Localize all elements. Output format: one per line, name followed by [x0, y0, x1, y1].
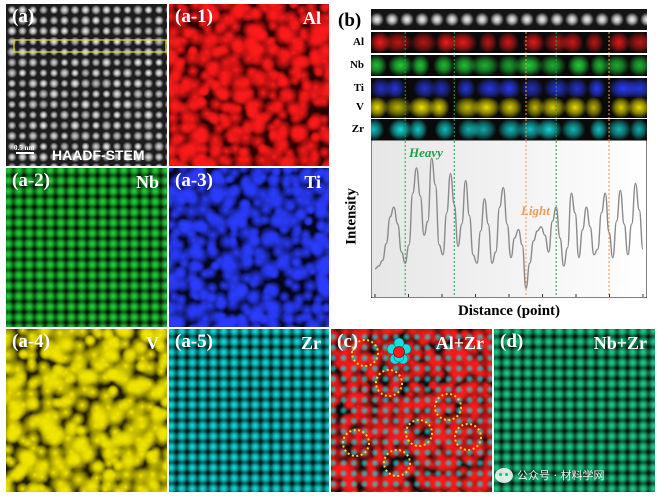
element-label-al: Al [303, 8, 321, 28]
scale-bar-label: 0.5 nm [14, 144, 35, 152]
watermark-text: 公众号 · 材料学网 [517, 469, 605, 482]
element-label-nb-zr: Nb+Zr [593, 333, 647, 353]
highlight-circle [405, 419, 433, 447]
panel-haadf-stem: (a) 0.5 nm HAADF-STEM [6, 4, 167, 166]
panel-label-a5: (a-5) [175, 331, 213, 352]
highlight-circle [454, 423, 482, 451]
strip-nb [371, 55, 647, 76]
row-label-al: Al [353, 36, 364, 48]
panel-label-a1: (a-1) [175, 6, 213, 27]
panel-label-b: (b) [338, 10, 362, 31]
strip-ti [371, 78, 647, 99]
highlight-circle [383, 449, 411, 477]
highlight-circle [434, 393, 462, 421]
panel-nb-map: (a-2) Nb [6, 168, 167, 327]
element-label-zr: Zr [301, 333, 321, 353]
panel-label-d: (d) [500, 331, 524, 352]
panel-label-c: (c) [337, 331, 359, 352]
panel-zr-map: (a-5) Zr [169, 329, 329, 492]
watermark: 公众号 · 材料学网 [495, 465, 605, 485]
strip-haadf [371, 9, 647, 30]
intensity-chart: Heavy Light [370, 139, 648, 299]
intensity-line [374, 157, 644, 290]
highlight-circle [351, 339, 379, 367]
panel-nb-zr-overlay: (d) Nb+Zr 公众号 · 材料学网 [494, 329, 655, 492]
panel-al-map: (a-1) Al [169, 4, 329, 166]
row-label-v: V [356, 101, 364, 113]
panel-ti-map: (a-3) Ti [169, 168, 329, 327]
haadf-caption: HAADF-STEM [52, 147, 145, 163]
strip-zr [371, 119, 647, 140]
panel-label-a3: (a-3) [175, 170, 213, 191]
row-label-nb: Nb [349, 59, 364, 71]
panel-al-zr-overlay: (c) Al+Zr [331, 329, 492, 492]
highlight-circle [375, 369, 403, 397]
scale-bar [16, 152, 34, 154]
x-axis-label: Distance (point) [457, 303, 561, 319]
panel-label-a: (a) [12, 6, 35, 27]
element-label-nb: Nb [135, 172, 159, 192]
row-label-zr: Zr [351, 123, 364, 135]
y-axis-label: Intensity [343, 188, 360, 245]
highlight-circle [342, 429, 370, 457]
panel-v-map: (a-4) V [6, 329, 167, 492]
strip-v [371, 97, 647, 118]
row-label-ti: Ti [353, 82, 364, 94]
panel-label-a2: (a-2) [12, 170, 50, 191]
wechat-icon [495, 467, 513, 483]
cluster-icon [386, 337, 412, 365]
element-label-v: V [146, 333, 159, 353]
strip-al [371, 32, 647, 53]
panel-label-a4: (a-4) [12, 331, 50, 352]
element-label-ti: Ti [304, 172, 321, 192]
light-label: Light [520, 203, 550, 218]
heavy-label: Heavy [408, 145, 443, 160]
element-label-al-zr: Al+Zr [435, 333, 484, 353]
